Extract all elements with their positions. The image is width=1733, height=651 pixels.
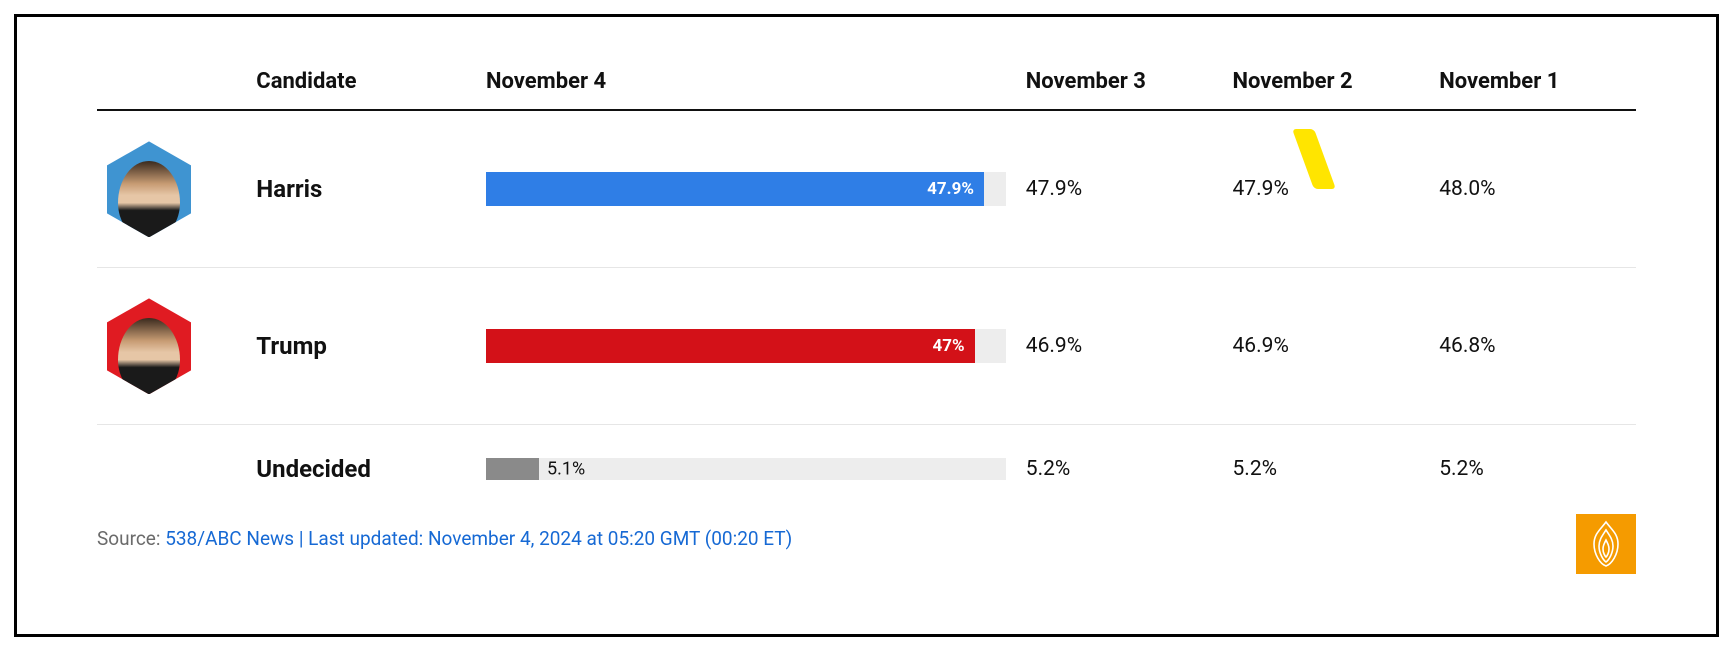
bar-track: 5.1% — [486, 458, 1006, 480]
day-value-text: 5.2% — [1439, 457, 1484, 481]
avatar-cell — [97, 110, 246, 268]
poll-table-frame: Candidate November 4 November 3 November… — [14, 14, 1719, 637]
header-day-1: November 2 — [1223, 57, 1430, 110]
table-row: Trump 47% 46.9% 46.9% 46.8% — [97, 268, 1636, 425]
day-value: 5.2% — [1223, 425, 1430, 514]
header-spacer — [97, 57, 246, 110]
candidate-avatar — [107, 141, 191, 237]
bar-fill: 47% — [486, 329, 975, 363]
day-value: 46.8% — [1429, 268, 1636, 425]
poll-tbody: Harris 47.9% 47.9% 47.9% 48.0% Trump 47% 46.9% 4… — [97, 110, 1636, 513]
day-value-text: 47.9% — [1026, 177, 1082, 201]
day-value: 48.0% — [1429, 110, 1636, 268]
day-value: 5.2% — [1016, 425, 1223, 514]
candidate-name: Undecided — [246, 425, 476, 514]
bar-track: 47% — [486, 329, 1006, 363]
source-prefix: Source: — [97, 527, 165, 550]
source-footer: Source: 538/ABC News | Last updated: Nov… — [97, 527, 1636, 550]
poll-table: Candidate November 4 November 3 November… — [97, 57, 1636, 513]
candidate-avatar — [107, 298, 191, 394]
table-row: Harris 47.9% 47.9% 47.9% 48.0% — [97, 110, 1636, 268]
avatar-cell — [97, 268, 246, 425]
bar-value-label: 5.1% — [547, 459, 585, 480]
day-value: 46.9% — [1016, 268, 1223, 425]
portrait-icon — [118, 161, 180, 237]
day-value-text: 46.8% — [1439, 334, 1495, 358]
day-value-text: 46.9% — [1233, 334, 1289, 358]
bar-cell: 5.1% — [476, 425, 1016, 514]
header-main-day: November 4 — [476, 57, 1016, 110]
day-value-text: 48.0% — [1439, 177, 1495, 201]
network-logo-badge — [1576, 514, 1636, 574]
portrait-icon — [118, 318, 180, 394]
candidate-name: Harris — [246, 110, 476, 268]
header-row: Candidate November 4 November 3 November… — [97, 57, 1636, 110]
flame-icon — [1586, 520, 1626, 568]
bar-cell: 47.9% — [476, 110, 1016, 268]
bar-value-label: 47% — [933, 336, 965, 356]
day-value: 47.9% — [1223, 110, 1430, 268]
bar-cell: 47% — [476, 268, 1016, 425]
table-row: Undecided 5.1% 5.2% 5.2% 5.2% — [97, 425, 1636, 514]
header-day-2: November 1 — [1429, 57, 1636, 110]
bar-value-label: 47.9% — [927, 179, 974, 199]
avatar-cell — [97, 425, 246, 514]
bar-track: 47.9% — [486, 172, 1006, 206]
candidate-name: Trump — [246, 268, 476, 425]
header-candidate: Candidate — [246, 57, 476, 110]
header-day-0: November 3 — [1016, 57, 1223, 110]
day-value-text: 47.9% — [1233, 177, 1289, 201]
day-value-text: 5.2% — [1233, 457, 1278, 481]
trend-arrow-icon — [1292, 129, 1336, 189]
day-value: 46.9% — [1223, 268, 1430, 425]
day-value-text: 5.2% — [1026, 457, 1071, 481]
day-value: 5.2% — [1429, 425, 1636, 514]
day-value: 47.9% — [1016, 110, 1223, 268]
bar-fill — [486, 458, 539, 480]
bar-fill: 47.9% — [486, 172, 984, 206]
source-link[interactable]: 538/ABC News | Last updated: November 4,… — [165, 527, 792, 550]
day-value-text: 46.9% — [1026, 334, 1082, 358]
